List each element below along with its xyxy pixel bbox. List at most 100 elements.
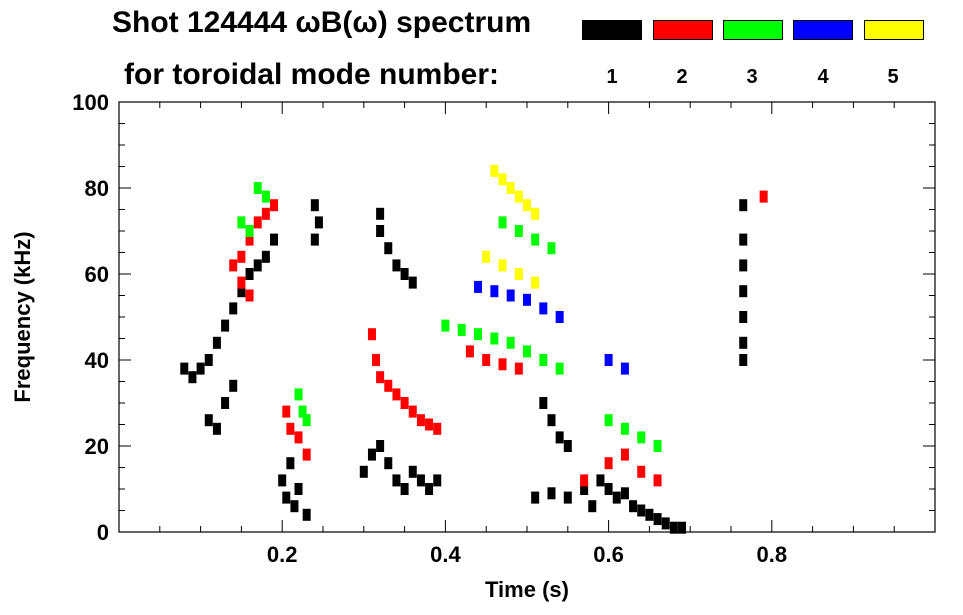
spectrum-point-mode-5: [498, 259, 507, 272]
spectrum-point-mode-3: [555, 362, 564, 375]
spectrum-point-mode-1: [645, 508, 654, 521]
spectrum-point-mode-5: [498, 173, 507, 186]
spectrum-point-mode-1: [425, 483, 434, 495]
x-tick-label: 0.4: [430, 542, 461, 567]
spectrum-point-mode-4: [620, 362, 629, 375]
spectrum-point-mode-1: [204, 414, 213, 427]
spectrum-point-mode-3: [237, 216, 246, 229]
spectrum-point-mode-2: [498, 358, 507, 371]
spectrum-point-mode-2: [408, 405, 417, 418]
spectrum-point-mode-4: [523, 293, 531, 306]
spectrum-point-mode-1: [188, 371, 197, 384]
spectrum-point-mode-2: [376, 371, 385, 384]
y-tick-label: 100: [72, 90, 109, 115]
spectrum-point-mode-2: [294, 431, 303, 444]
spectrum-point-mode-3: [620, 422, 629, 435]
spectrum-point-mode-1: [588, 500, 597, 513]
spectrum-point-mode-2: [367, 328, 376, 341]
spectrum-point-mode-1: [310, 233, 319, 246]
spectrum-point-mode-3: [253, 182, 262, 194]
spectrum-point-mode-3: [506, 336, 515, 349]
spectrum-point-mode-2: [245, 289, 254, 302]
spectrum-point-mode-4: [474, 280, 483, 293]
spectrum-point-mode-1: [653, 513, 662, 526]
spectrum-point-mode-4: [604, 354, 613, 366]
spectrum-point-mode-3: [523, 345, 531, 358]
spectrum-point-mode-1: [229, 379, 238, 392]
spectrum-point-mode-3: [490, 332, 499, 345]
spectrum-point-mode-1: [612, 491, 621, 504]
spectrum-point-mode-1: [739, 259, 748, 272]
spectrum-point-mode-1: [637, 504, 646, 517]
spectrum-point-mode-1: [563, 491, 572, 504]
spectrum-point-mode-1: [739, 233, 748, 246]
spectrum-point-mode-1: [629, 500, 638, 513]
spectrum-point-mode-2: [253, 216, 262, 229]
spectrum-point-mode-2: [514, 362, 523, 375]
spectrum-point-mode-3: [547, 242, 556, 255]
spectrum-point-mode-1: [739, 311, 748, 323]
spectrum-point-mode-3: [441, 319, 450, 332]
x-tick-label: 0.6: [593, 542, 624, 567]
spectrum-point-mode-3: [474, 328, 483, 341]
spectrum-point-mode-2: [302, 448, 311, 461]
x-axis-label: Time (s): [485, 577, 569, 602]
y-tick-label: 60: [85, 262, 109, 287]
spectrum-point-mode-3: [514, 225, 523, 237]
spectrum-point-mode-5: [531, 207, 540, 220]
spectrum-point-mode-1: [392, 259, 401, 272]
legend-swatch-4: [793, 20, 853, 40]
spectrum-point-mode-1: [253, 259, 262, 272]
y-tick-label: 20: [85, 434, 109, 459]
chart-title-line-2: for toroidal mode number:: [124, 58, 499, 91]
spectrum-point-mode-1: [563, 440, 572, 452]
spectrum-point-mode-1: [384, 242, 393, 255]
spectrum-point-mode-1: [196, 362, 205, 375]
legend-swatch-3: [723, 20, 783, 40]
spectrum-point-mode-3: [457, 323, 466, 336]
spectrum-point-mode-1: [547, 414, 556, 427]
spectrum-point-mode-2: [465, 345, 474, 358]
spectrum-point-mode-3: [539, 354, 548, 366]
spectrum-point-mode-1: [359, 465, 368, 478]
spectrum-point-mode-1: [290, 500, 299, 513]
y-tick-label: 0: [97, 520, 109, 545]
spectrum-point-mode-2: [604, 457, 613, 470]
spectrum-point-mode-2: [400, 397, 409, 409]
spectrum-point-mode-1: [237, 285, 246, 298]
spectrum-point-mode-1: [286, 457, 295, 470]
spectrum-point-mode-2: [425, 418, 434, 431]
spectrum-point-mode-5: [523, 199, 531, 212]
spectrum-point-mode-2: [392, 388, 401, 401]
spectrum-point-mode-1: [294, 483, 303, 495]
spectrum-point-mode-2: [580, 474, 589, 487]
spectrum-point-mode-1: [180, 362, 189, 375]
spectrum-point-mode-4: [555, 311, 564, 323]
plot-frame: [118, 101, 936, 533]
spectrum-point-mode-2: [270, 199, 279, 212]
spectrum-point-mode-1: [408, 465, 417, 478]
spectrum-point-mode-1: [302, 508, 311, 521]
spectrum-point-mode-2: [620, 448, 629, 461]
axis-tick-labels: 0 20 40 60 80 100 0.2 0.4 0.6 0.8: [72, 90, 787, 567]
y-tick-label: 80: [85, 176, 109, 201]
spectrum-point-mode-1: [376, 225, 385, 237]
spectrum-point-mode-1: [739, 285, 748, 298]
spectrum-point-mode-1: [408, 276, 417, 289]
spectrum-point-mode-1: [416, 474, 425, 487]
spectrum-point-mode-3: [302, 414, 311, 427]
spectrum-point-mode-3: [531, 233, 540, 246]
spectrum-point-mode-5: [482, 250, 491, 263]
spectrum-point-mode-3: [653, 440, 662, 452]
legend-swatch-5: [864, 20, 924, 40]
spectrum-point-mode-1: [580, 483, 589, 495]
legend-label-3: 3: [746, 66, 758, 88]
spectrum-point-mode-1: [282, 491, 291, 504]
spectrum-point-mode-1: [278, 474, 287, 487]
spectrum-point-mode-3: [637, 431, 646, 444]
y-tick-label: 40: [85, 348, 109, 373]
spectrum-point-mode-2: [482, 354, 491, 366]
spectrum-point-mode-1: [669, 521, 678, 534]
spectrum-point-mode-3: [298, 405, 307, 418]
spectrum-point-mode-1: [596, 474, 605, 487]
